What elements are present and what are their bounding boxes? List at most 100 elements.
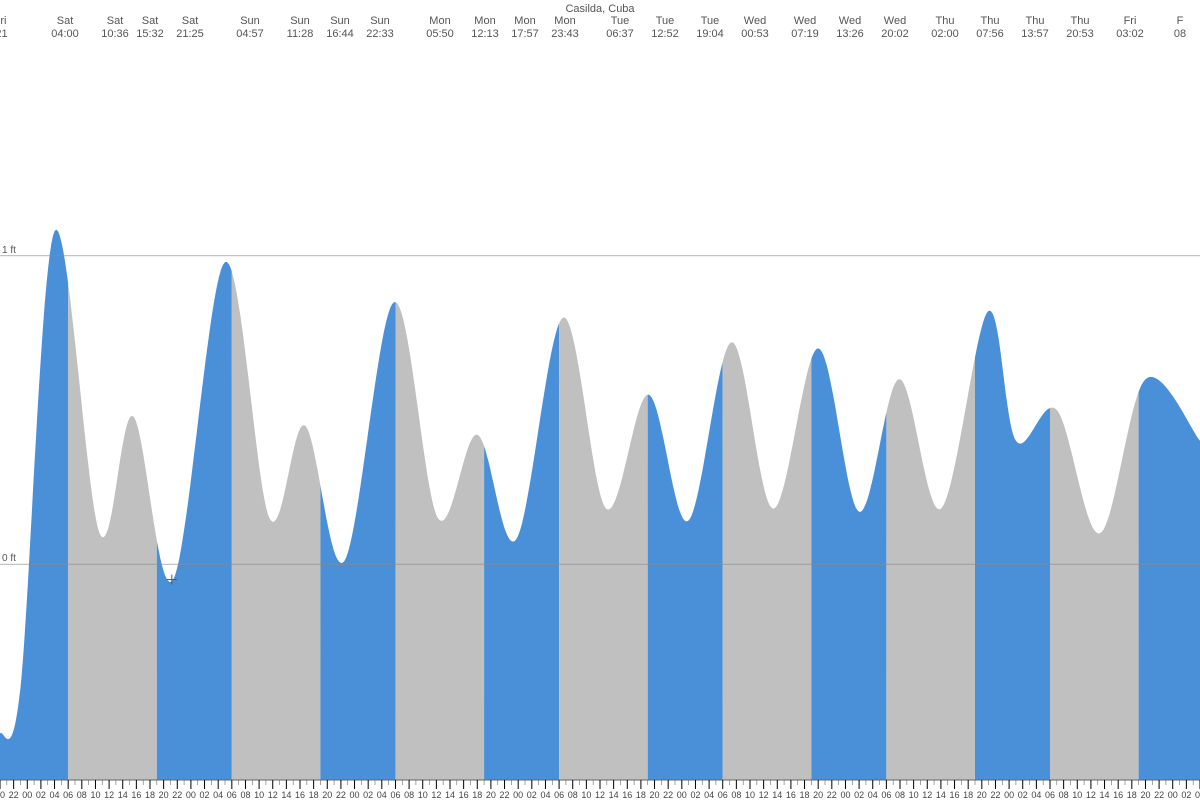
bottom-hour-label: 08	[240, 790, 250, 800]
top-label-day: Tue	[656, 15, 675, 27]
bottom-hour-label: 18	[309, 790, 319, 800]
top-label-day: Wed	[744, 15, 766, 27]
bottom-hour-label: 22	[500, 790, 510, 800]
top-label-time: 07:19	[791, 28, 819, 40]
top-label-time: :21	[0, 28, 8, 40]
bottom-hour-label: 20	[1140, 790, 1150, 800]
top-label-day: Mon	[514, 15, 535, 27]
top-label-time: 19:04	[696, 28, 724, 40]
y-tick-label: 1 ft	[2, 245, 16, 256]
top-label-time: 04:00	[51, 28, 79, 40]
top-label-day: Tue	[701, 15, 720, 27]
top-label-day: Thu	[981, 15, 1000, 27]
bottom-hour-label: 22	[336, 790, 346, 800]
top-label-day: Wed	[794, 15, 816, 27]
bottom-hour-label: 14	[1100, 790, 1110, 800]
top-label-day: Sun	[330, 15, 350, 27]
bottom-hour-label: 14	[609, 790, 619, 800]
chart-title: Casilda, Cuba	[565, 3, 635, 15]
bottom-hour-label: 06	[554, 790, 564, 800]
top-label-time: 08	[1174, 28, 1186, 40]
bottom-hour-label: 02	[363, 790, 373, 800]
top-label-time: 13:26	[836, 28, 864, 40]
bottom-hour-label: 20	[650, 790, 660, 800]
y-tick-label: 0 ft	[2, 553, 16, 564]
bottom-hour-label: 12	[104, 790, 114, 800]
top-label-day: Sat	[107, 15, 124, 27]
top-label-day: F	[1177, 15, 1184, 27]
bottom-hour-label: 14	[445, 790, 455, 800]
bottom-hour-label: 00	[677, 790, 687, 800]
top-label-day: Thu	[1071, 15, 1090, 27]
bottom-hour-label: 16	[786, 790, 796, 800]
bottom-hour-label: 12	[595, 790, 605, 800]
bottom-hour-label: 00	[186, 790, 196, 800]
bottom-hour-label: 08	[895, 790, 905, 800]
bottom-hour-label: 08	[1059, 790, 1069, 800]
tide-fill-bands	[0, 230, 1200, 780]
bottom-hour-label: 12	[431, 790, 441, 800]
bottom-hour-label: 22	[827, 790, 837, 800]
bottom-hour-label: 16	[295, 790, 305, 800]
top-label-day: Mon	[474, 15, 495, 27]
bottom-hour-label: 10	[418, 790, 428, 800]
bottom-hour-label: 06	[390, 790, 400, 800]
bottom-hour-label: 04	[50, 790, 60, 800]
bottom-hour-label: 02	[1181, 790, 1191, 800]
top-label-time: 03:02	[1116, 28, 1144, 40]
bottom-hour-label: 22	[663, 790, 673, 800]
bottom-hour-label: 02	[527, 790, 537, 800]
bottom-hour-label: 20	[159, 790, 169, 800]
bottom-hour-label: 18	[472, 790, 482, 800]
bottom-hour-label: 04	[377, 790, 387, 800]
top-label-time: 15:32	[136, 28, 164, 40]
top-label-time: 16:44	[326, 28, 354, 40]
bottom-hour-label: 04	[1031, 790, 1041, 800]
bottom-hour-label: 20	[977, 790, 987, 800]
top-label-day: Sat	[142, 15, 159, 27]
top-label-day: Wed	[884, 15, 906, 27]
top-label-time: 20:02	[881, 28, 909, 40]
bottom-hour-label: 10	[90, 790, 100, 800]
top-label-time: 00:53	[741, 28, 769, 40]
bottom-hour-label: 12	[268, 790, 278, 800]
top-label-day: Sun	[240, 15, 260, 27]
bottom-hour-label: 12	[1086, 790, 1096, 800]
bottom-hour-label: 20	[322, 790, 332, 800]
top-label-time: 06:37	[606, 28, 634, 40]
top-label-time: 21:25	[176, 28, 204, 40]
bottom-hour-label: 16	[459, 790, 469, 800]
bottom-hour-label: 02	[1018, 790, 1028, 800]
bottom-hour-label: 04	[704, 790, 714, 800]
bottom-hour-label: 16	[950, 790, 960, 800]
top-label-day: Fri	[0, 15, 6, 27]
bottom-hour-label: 10	[1072, 790, 1082, 800]
bottom-hour-label: 22	[1154, 790, 1164, 800]
bottom-hour-label: 10	[254, 790, 264, 800]
bottom-hour-label: 10	[581, 790, 591, 800]
bottom-hour-label: 08	[568, 790, 578, 800]
bottom-hour-label: 10	[909, 790, 919, 800]
top-label-day: Sun	[290, 15, 310, 27]
bottom-hour-label: 00	[840, 790, 850, 800]
bottom-hour-label: 06	[881, 790, 891, 800]
bottom-hour-label: 22	[9, 790, 19, 800]
bottom-hour-label: 14	[118, 790, 128, 800]
bottom-hour-label: 00	[22, 790, 32, 800]
bottom-hour-label: 02	[200, 790, 210, 800]
bottom-hour-label: 20	[0, 790, 5, 800]
bottom-hour-label: 16	[131, 790, 141, 800]
bottom-hour-label: 02	[690, 790, 700, 800]
top-label-day: Wed	[839, 15, 861, 27]
top-label-time: 23:43	[551, 28, 579, 40]
top-label-day: Thu	[936, 15, 955, 27]
bottom-hour-label: 04	[213, 790, 223, 800]
bottom-hour-label: 14	[936, 790, 946, 800]
bottom-hour-label: 12	[759, 790, 769, 800]
bottom-hour-label: 18	[1127, 790, 1137, 800]
bottom-hour-label: 18	[636, 790, 646, 800]
bottom-hour-label: 06	[63, 790, 73, 800]
bottom-hour-label: 08	[731, 790, 741, 800]
top-label-time: 04:57	[236, 28, 264, 40]
bottom-hour-label: 04	[1195, 790, 1200, 800]
